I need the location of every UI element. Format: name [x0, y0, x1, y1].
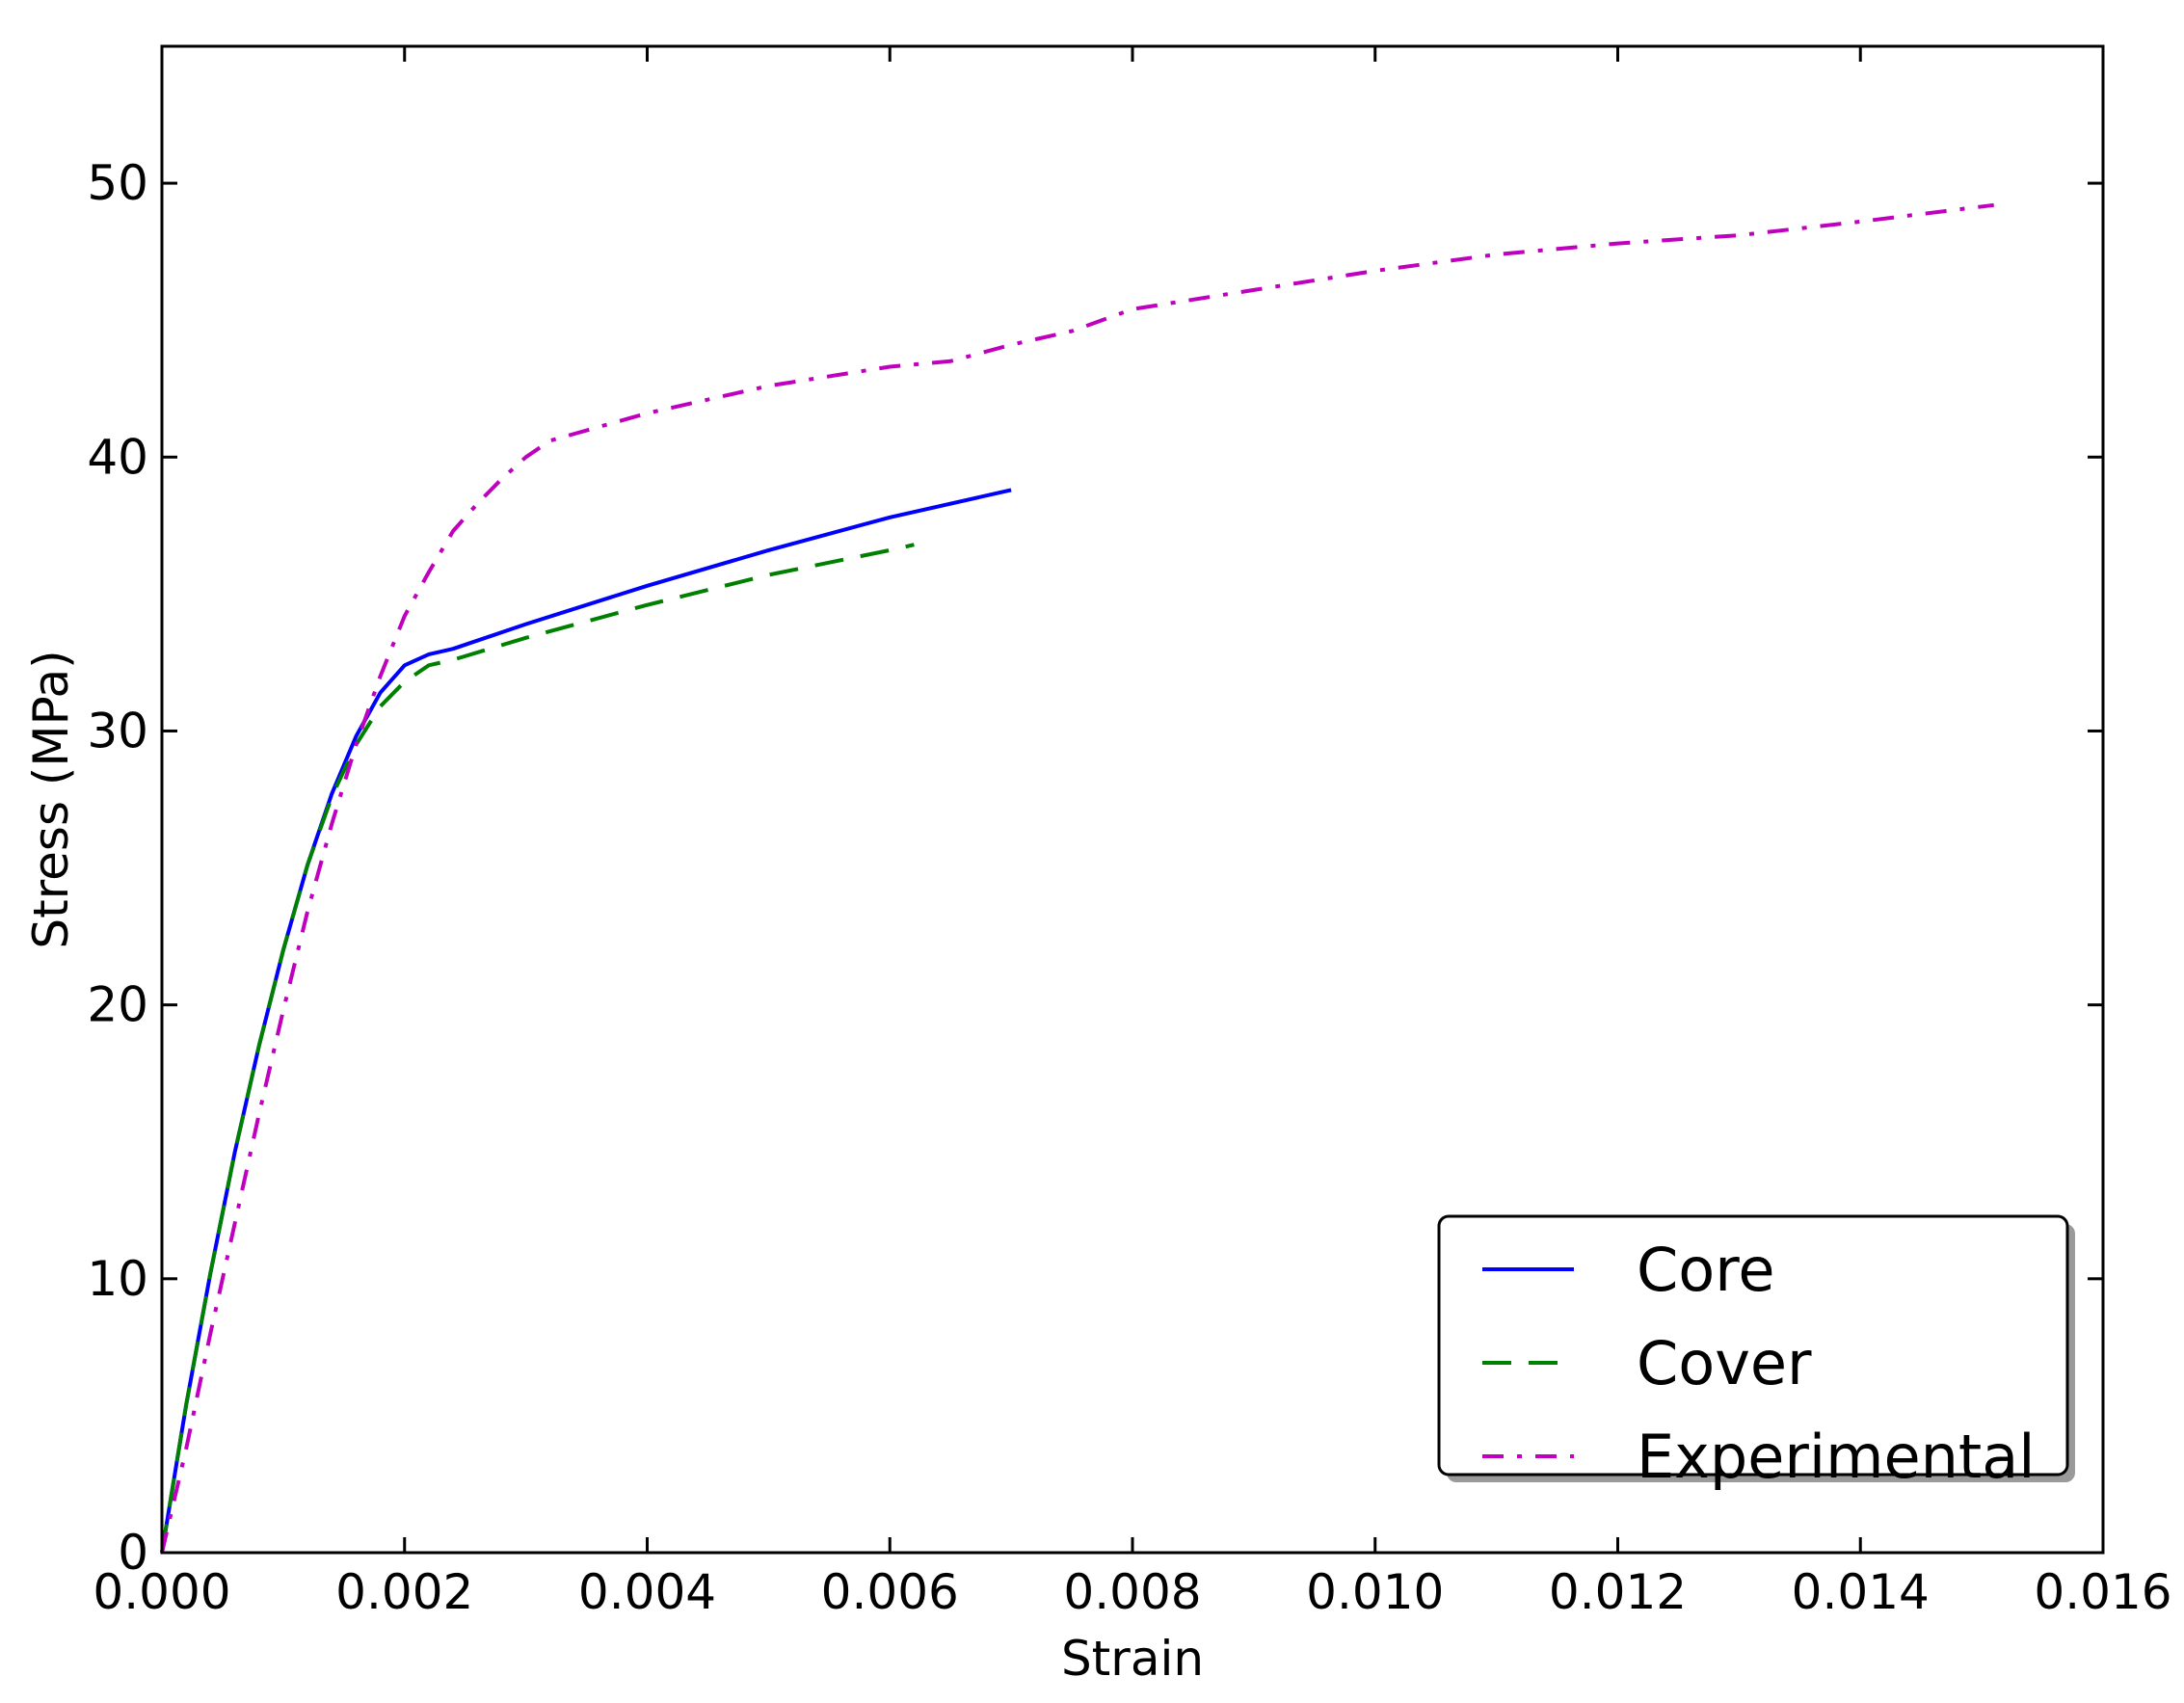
y-tick-label: 50: [87, 155, 148, 211]
series-line-cover: [160, 543, 915, 1554]
legend-label-cover: Cover: [1637, 1328, 1812, 1398]
series-line-experimental: [160, 202, 1994, 1554]
x-tick-label: 0.004: [578, 1564, 716, 1620]
legend-box: [1437, 1214, 2069, 1477]
x-tick-label: 0.006: [821, 1564, 959, 1620]
legend-label-experimental: Experimental: [1637, 1422, 2035, 1492]
x-tick-label: 0.014: [1792, 1564, 1930, 1620]
x-axis-label: Strain: [1061, 1631, 1204, 1687]
x-tick-label: 0.010: [1306, 1564, 1444, 1620]
series-layer: [160, 202, 1994, 1554]
y-tick-label: 30: [87, 703, 148, 758]
y-tick-label: 20: [87, 977, 148, 1033]
x-tick-label: 0.008: [1063, 1564, 1201, 1620]
x-tick-label: 0.016: [2034, 1564, 2171, 1620]
legend: Core Cover Experimental: [1437, 1214, 2075, 1492]
y-tick-label: 40: [87, 429, 148, 485]
y-tick-label: 0: [118, 1525, 148, 1581]
ticks-layer: 0.000 0.002 0.004 0.006 0.008 0.010 0.012 0.014…: [87, 46, 2172, 1620]
y-tick-label: 10: [87, 1251, 148, 1307]
y-axis-label: Stress (MPa): [23, 650, 79, 948]
x-tick-label: 0.002: [335, 1564, 473, 1620]
x-tick-label: 0.000: [93, 1564, 230, 1620]
legend-label-core: Core: [1637, 1235, 1775, 1305]
x-tick-label: 0.012: [1549, 1564, 1687, 1620]
